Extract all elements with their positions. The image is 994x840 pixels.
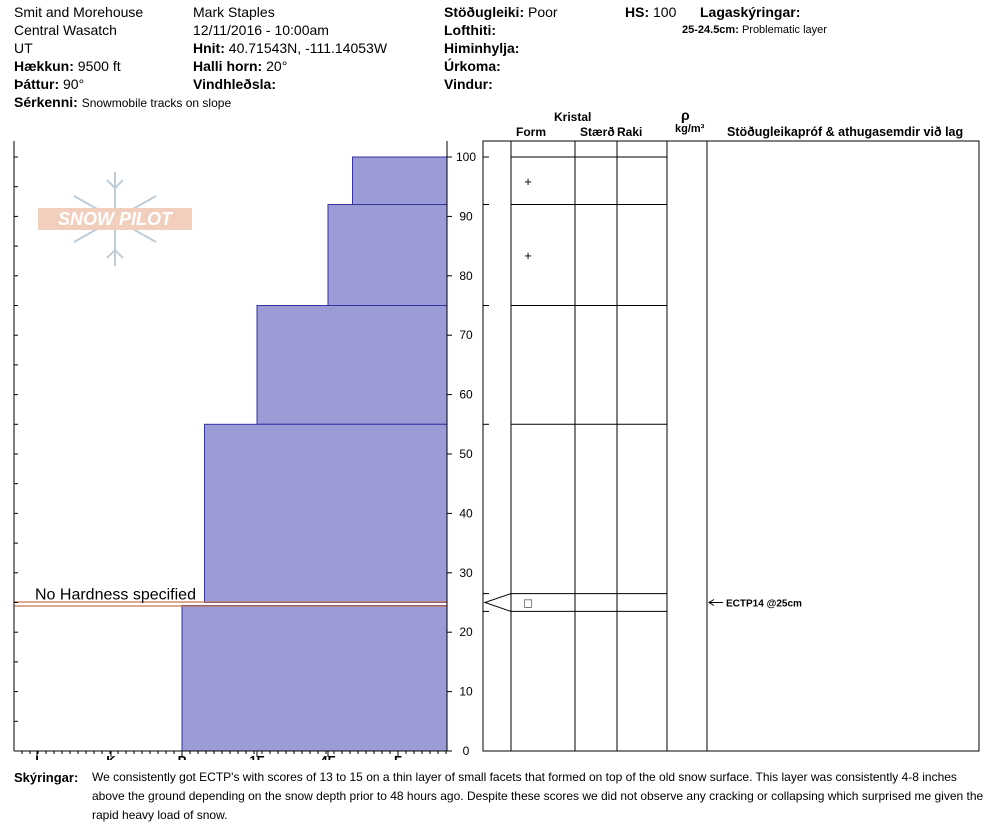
test-pointer-arrow — [708, 599, 715, 606]
logo-banner — [38, 208, 192, 230]
features-value: Snowmobile tracks on slope — [81, 96, 232, 110]
grain-form-symbol: + — [524, 248, 532, 263]
elevation: Hækkun: 9500 ft — [14, 58, 121, 74]
grain-form-symbol: □ — [524, 596, 532, 611]
y-tick-label: 30 — [459, 566, 473, 580]
stability: Stöðugleiki: Poor — [444, 4, 558, 20]
sky-cover: Himinhylja: — [444, 40, 519, 56]
x-tick-label: I — [35, 753, 39, 760]
datetime: 12/11/2016 - 10:00am — [193, 22, 329, 38]
y-tick-label: 60 — [459, 388, 473, 402]
precip-label: Úrkoma: — [444, 58, 501, 74]
features: Sérkenni: Snowmobile tracks on slope — [14, 94, 231, 110]
logo-text: SNOW PILOT — [58, 209, 174, 229]
aspect: Þáttur: 90° — [14, 76, 84, 92]
hardness-bar — [256, 305, 448, 425]
coords-label: Hnit: — [193, 40, 225, 56]
comments-text: We consistently got ECTP's with scores o… — [92, 770, 984, 822]
features-label: Sérkenni: — [14, 94, 78, 110]
x-tick-label: P — [178, 753, 187, 760]
layer-note-range: 25-24.5cm: — [682, 24, 739, 36]
profile-table-frame — [482, 140, 980, 752]
sky-label: Himinhylja: — [444, 40, 520, 56]
hs-label: HS: — [625, 4, 650, 20]
y-tick-label: 40 — [459, 506, 473, 520]
col-tests: Stöðugleikapróf & athugasemdir við lag — [727, 125, 964, 139]
air-temp-label: Lofthiti: — [444, 22, 497, 38]
layer-note-text: Problematic layer — [741, 24, 827, 36]
layer-notes-label: Lagaskýringar: — [700, 4, 801, 20]
col-moisture: Raki — [617, 125, 643, 139]
wind-label: Vindur: — [444, 76, 493, 92]
hardness-bar — [204, 423, 448, 603]
col-rho: ρ — [681, 107, 690, 123]
wind-loading-label: Vindhleðsla: — [193, 76, 276, 92]
air-temp: Lofthiti: — [444, 22, 496, 38]
location: Smit and Morehouse — [14, 4, 144, 20]
x-tick-label: K — [106, 753, 116, 760]
hs-value: 100 — [653, 4, 677, 20]
hardness-bar — [352, 156, 448, 206]
state: UT — [14, 40, 33, 56]
aspect-label: Þáttur: — [14, 76, 60, 92]
coordinates: Hnit: 40.71543N, -111.14053W — [193, 40, 387, 56]
wind: Vindur: — [444, 76, 493, 92]
slope-label: Halli horn: — [193, 58, 263, 74]
slope-value: 20° — [266, 58, 288, 74]
range: Central Wasatch — [14, 22, 117, 38]
y-tick-label: 50 — [459, 447, 473, 461]
grain-form-symbol: + — [524, 174, 532, 189]
observer: Mark Staples — [193, 4, 275, 20]
y-tick-label: 0 — [463, 744, 470, 758]
col-density-unit: kg/m³ — [675, 123, 705, 135]
snowpilot-logo: SNOW PILOT — [38, 172, 192, 266]
snow-profile-chart: SNOW PILOT No Hardness specified I K P 1F 4F F… — [13, 140, 980, 760]
layer-notes: Lagaskýringar: — [700, 4, 800, 20]
snow-height: HS: 100 — [625, 4, 676, 20]
col-form: Form — [516, 125, 546, 139]
test-label: ECTP14 @25cm — [726, 599, 802, 610]
precipitation: Úrkoma: — [444, 58, 501, 74]
hardness-bar — [181, 604, 448, 752]
y-tick-label: 10 — [459, 685, 473, 699]
comments-label: Skýringar: — [14, 770, 79, 785]
x-tick-label: 1F — [249, 753, 264, 760]
y-tick-label: 80 — [459, 269, 473, 283]
y-tick-label: 90 — [459, 209, 473, 223]
stability-label: Stöðugleiki: — [444, 4, 525, 20]
slope-angle: Halli horn: 20° — [193, 58, 287, 74]
elevation-value: 9500 ft — [77, 58, 121, 74]
layer-note: 25-24.5cm: Problematic layer — [682, 24, 827, 36]
x-tick-label: F — [394, 753, 402, 760]
col-size: Stærð — [580, 125, 615, 139]
layer-connector — [483, 593, 512, 612]
wind-loading: Vindhleðsla: — [193, 76, 276, 92]
y-tick-label: 20 — [459, 625, 473, 639]
stability-value: Poor — [528, 4, 558, 20]
elevation-label: Hækkun: — [14, 58, 74, 74]
y-tick-label: 70 — [459, 328, 473, 342]
y-tick-label: 100 — [456, 150, 476, 164]
coords-value: 40.71543N, -111.14053W — [228, 40, 388, 56]
col-crystal: Kristal — [554, 110, 592, 124]
hardness-bar — [327, 204, 448, 307]
aspect-value: 90° — [63, 76, 85, 92]
x-tick-label: 4F — [320, 753, 335, 760]
no-hardness-label: No Hardness specified — [35, 587, 196, 604]
